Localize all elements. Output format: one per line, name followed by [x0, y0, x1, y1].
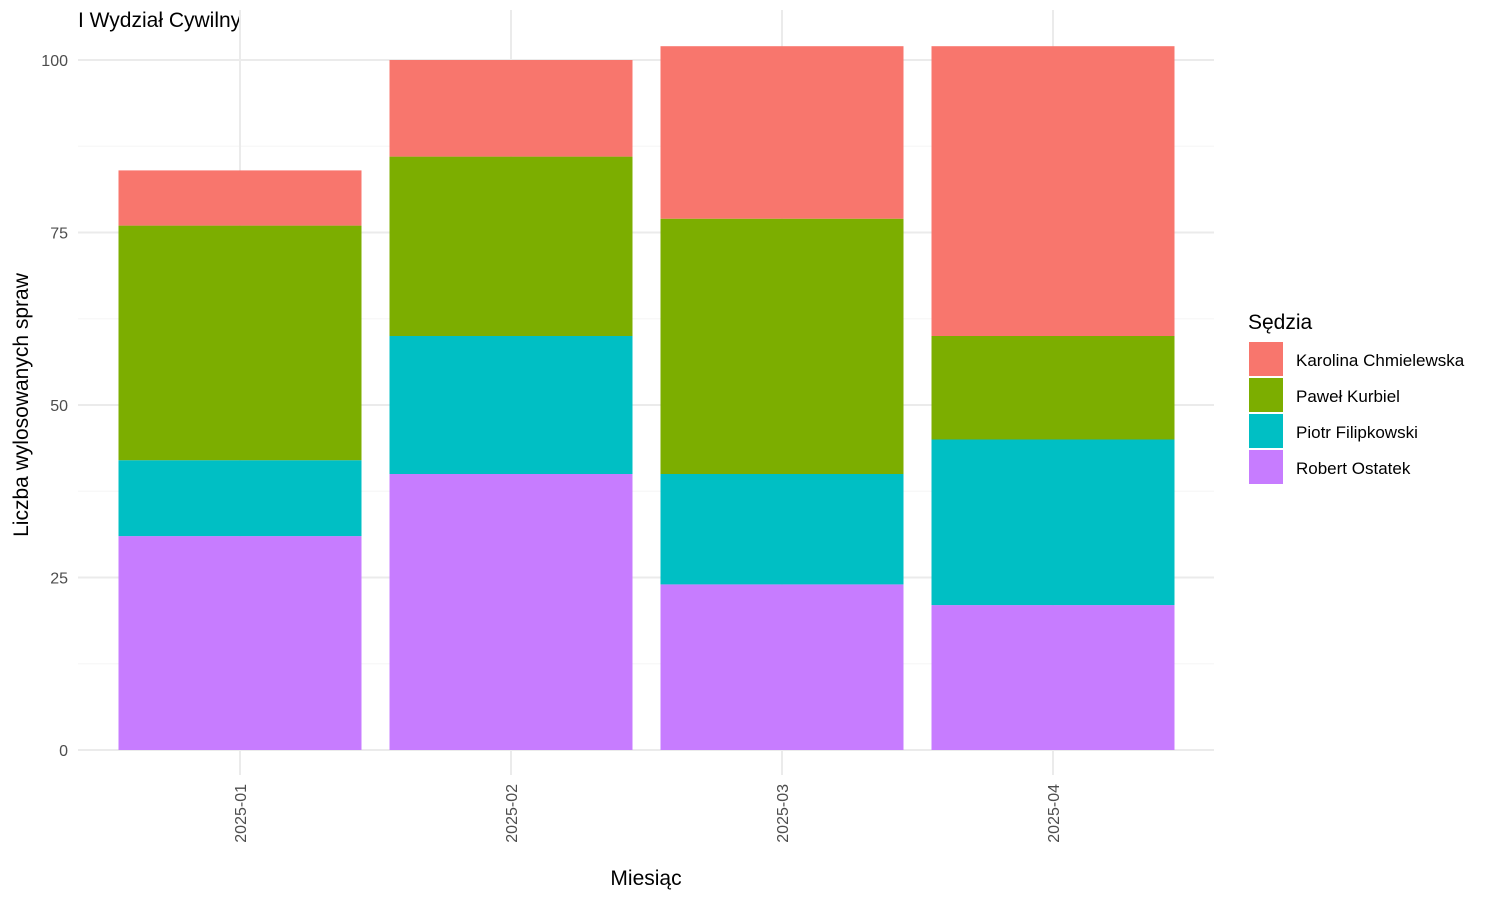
x-tick-label: 2025-03 [775, 784, 792, 843]
y-tick-label: 75 [50, 226, 68, 243]
y-axis-title: Liczba wylosowanych spraw [10, 272, 33, 537]
bar-segment [931, 336, 1175, 440]
y-tick-label: 100 [41, 53, 68, 70]
bar-segment [931, 605, 1175, 750]
x-axis-title: Miesiąc [610, 867, 681, 890]
y-tick-label: 0 [59, 743, 68, 760]
x-axis-ticks: 2025-01 2025-02 2025-03 2025-04 [233, 784, 1063, 843]
bars [118, 46, 1175, 750]
bar-segment [660, 474, 904, 585]
y-tick-label: 25 [50, 571, 68, 588]
legend-title: Sędzia [1248, 311, 1313, 334]
bar-segment [118, 536, 362, 750]
bar-segment [931, 46, 1175, 336]
chart-title: I Wydział Cywilny [78, 9, 242, 32]
legend-label: Piotr Filipkowski [1296, 423, 1418, 442]
legend-label: Karolina Chmielewska [1296, 351, 1465, 370]
bar-segment [931, 439, 1175, 606]
x-tick-label: 2025-04 [1046, 784, 1063, 843]
bar-segment [389, 156, 633, 336]
bar-segment [118, 225, 362, 461]
legend-key [1249, 414, 1283, 448]
x-tick-label: 2025-02 [504, 784, 521, 843]
bar-segment [660, 584, 904, 750]
legend: Sędzia Karolina Chmielewska Paweł Kurbiel… [1248, 311, 1465, 484]
legend-label: Robert Ostatek [1296, 459, 1411, 478]
y-axis-ticks: 0 25 50 75 100 [41, 53, 68, 760]
x-tick-label: 2025-01 [233, 784, 250, 843]
bar-segment [389, 60, 633, 157]
bar-segment [660, 218, 904, 474]
bar-segment [660, 46, 904, 219]
y-tick-label: 50 [50, 398, 68, 415]
legend-key [1249, 342, 1283, 376]
bar-segment [118, 170, 362, 226]
bar-segment [389, 336, 633, 474]
legend-key [1249, 450, 1283, 484]
legend-label: Paweł Kurbiel [1296, 387, 1400, 406]
legend-key [1249, 378, 1283, 412]
bar-segment [118, 460, 362, 537]
bar-segment [389, 474, 633, 750]
